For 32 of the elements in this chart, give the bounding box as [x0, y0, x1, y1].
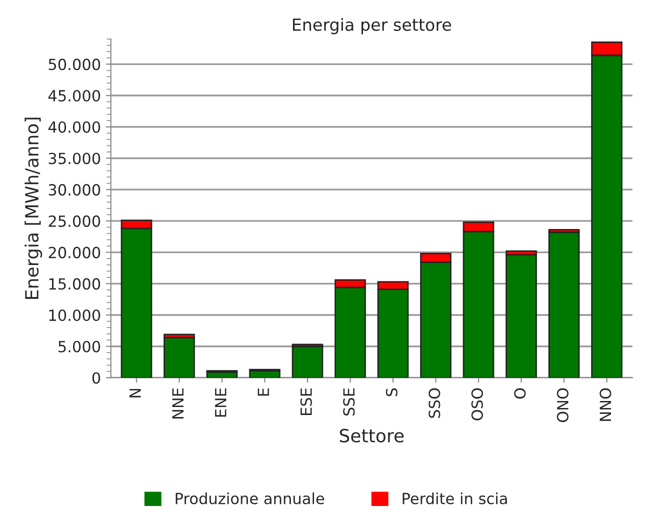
- bar: [164, 336, 195, 378]
- legend-label: Perdite in scia: [402, 492, 507, 504]
- y-tick-label: 45.000: [48, 90, 100, 102]
- y-tick-label: 30.000: [48, 184, 100, 196]
- y-tick-label: 35.000: [48, 152, 100, 164]
- x-tick-label: ENE: [215, 388, 226, 417]
- x-tick-label: OSO: [471, 388, 483, 420]
- x-tick-label: NNO: [600, 388, 612, 421]
- y-tick-label: 50.000: [48, 58, 100, 70]
- legend-label: Produzione annuale: [176, 492, 324, 504]
- x-tick-label: SSE: [343, 388, 355, 416]
- chart-title: Energia per settore: [293, 18, 452, 34]
- y-tick-label: 40.000: [48, 121, 100, 133]
- x-tick-label: NNE: [172, 388, 184, 418]
- x-axis-title: Settore: [340, 428, 404, 442]
- y-tick-label: 10.000: [49, 309, 100, 322]
- x-tick-label: ESE: [300, 388, 312, 415]
- bar: [548, 232, 580, 378]
- bar: [292, 346, 324, 378]
- y-tick-label: 15.000: [49, 278, 100, 290]
- y-tick-label: 5.000: [58, 340, 100, 352]
- x-tick-label: SSO: [428, 388, 440, 418]
- x-tick-label: E: [258, 388, 269, 396]
- x-tick-label: O: [514, 388, 526, 399]
- x-tick-label: ONO: [556, 388, 568, 422]
- y-tick-label: 20.000: [48, 246, 100, 258]
- y-tick-label: 25.000: [48, 215, 100, 227]
- y-tick-label: 0: [92, 372, 100, 384]
- bar: [506, 254, 537, 378]
- y-axis-title: Energia [MWh/anno]: [24, 118, 42, 299]
- x-tick-label: N: [130, 388, 141, 398]
- x-tick-label: S: [386, 388, 398, 396]
